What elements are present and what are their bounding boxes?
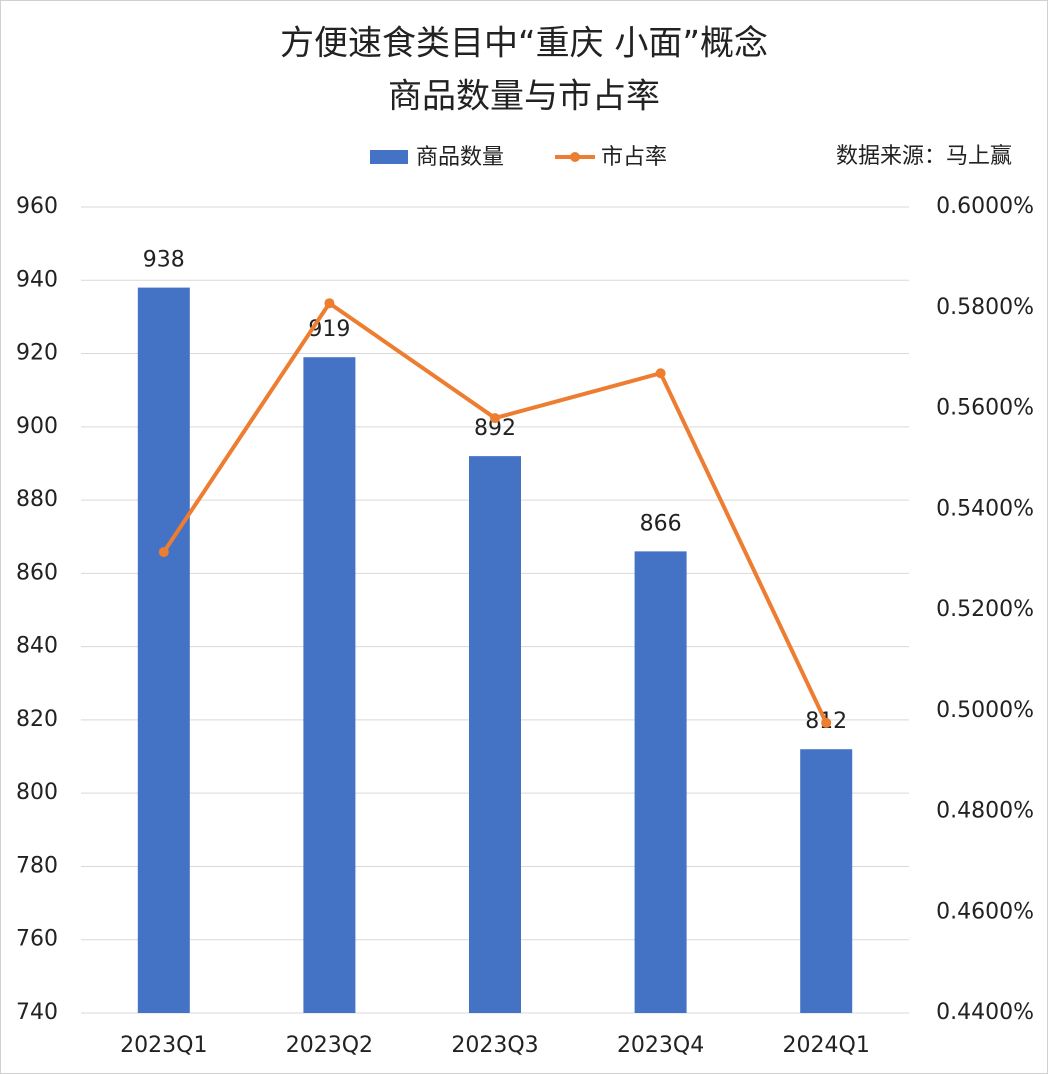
y2-tick-label: 0.5800% [936, 295, 1034, 320]
legend-label: 商品数量 [416, 145, 504, 170]
legend-swatch [370, 150, 408, 164]
data-label: 866 [640, 511, 682, 536]
y-tick-label: 940 [16, 267, 58, 292]
bar [800, 749, 853, 1013]
line-marker [821, 717, 832, 728]
y-tick-label: 860 [16, 560, 58, 585]
line-marker [158, 547, 169, 558]
legend-swatch [570, 152, 580, 162]
y-tick-label: 820 [16, 707, 58, 732]
bar [634, 551, 687, 1013]
y-tick-label: 920 [16, 341, 58, 366]
bar [137, 287, 190, 1014]
y2-tick-label: 0.5000% [936, 698, 1034, 723]
y-tick-label: 960 [16, 194, 58, 219]
bar [469, 456, 521, 1013]
bar [303, 357, 356, 1013]
source-note: 数据来源：马上赢 [836, 144, 1012, 169]
y2-tick-label: 0.5400% [936, 496, 1034, 521]
y-tick-label: 840 [16, 634, 58, 659]
y-tick-label: 780 [16, 853, 58, 878]
y2-tick-label: 0.5600% [936, 396, 1034, 421]
y-tick-label: 760 [16, 927, 58, 952]
x-tick-label: 2024Q1 [783, 1033, 870, 1058]
x-tick-label: 2023Q4 [617, 1033, 704, 1058]
y2-tick-label: 0.4800% [936, 799, 1034, 824]
y-tick-label: 740 [16, 1000, 58, 1025]
y2-tick-label: 0.4400% [936, 1000, 1034, 1025]
line-marker [490, 413, 500, 424]
y2-tick-label: 0.5200% [936, 597, 1034, 622]
y2-tick-label: 0.4600% [936, 899, 1034, 924]
line-marker [324, 298, 335, 309]
chart-title: 方便速食类目中“重庆 小面”概念 [280, 24, 768, 64]
y2-tick-label: 0.6000% [936, 194, 1034, 219]
chart-title: 商品数量与市占率 [388, 77, 660, 117]
y-tick-label: 900 [16, 414, 58, 439]
line-marker [655, 368, 666, 379]
x-tick-label: 2023Q1 [120, 1033, 207, 1058]
y-tick-label: 880 [16, 487, 58, 512]
x-tick-label: 2023Q2 [286, 1033, 373, 1058]
y-tick-label: 800 [16, 780, 58, 805]
data-label: 919 [308, 317, 350, 342]
x-tick-label: 2023Q3 [451, 1033, 538, 1058]
data-label: 938 [143, 248, 185, 273]
legend-label: 市占率 [601, 145, 667, 170]
